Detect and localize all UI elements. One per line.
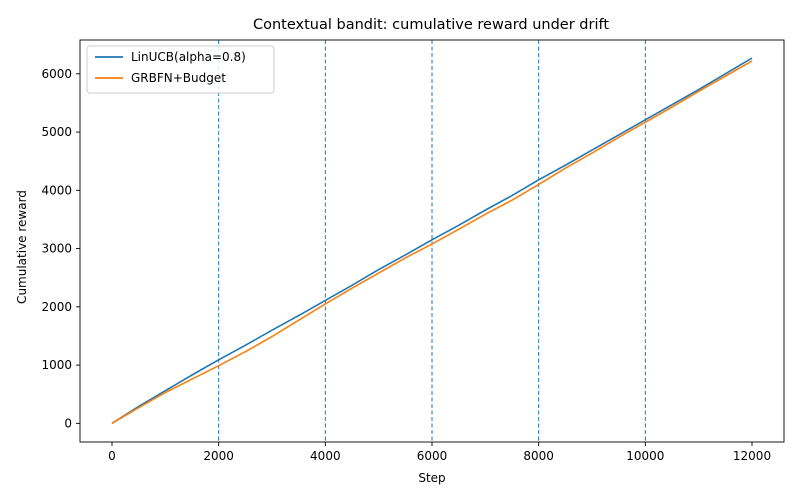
plot-area bbox=[79, 39, 785, 443]
x-tick-label: 8000 bbox=[523, 449, 554, 463]
y-tick-label: 1000 bbox=[41, 358, 72, 372]
y-axis-label: Cumulative reward bbox=[15, 190, 29, 304]
series-line-1 bbox=[111, 57, 753, 425]
y-tick-label: 6000 bbox=[41, 67, 72, 81]
legend-label-2: GRBFN+Budget bbox=[131, 71, 226, 85]
chart-title: Contextual bandit: cumulative reward und… bbox=[253, 17, 609, 33]
x-axis: 0 2000 4000 6000 8000 10000 12000 bbox=[108, 442, 771, 463]
y-axis: 0 1000 2000 3000 4000 5000 6000 bbox=[41, 67, 80, 430]
y-tick-label: 4000 bbox=[41, 183, 72, 197]
series-line-2 bbox=[111, 60, 753, 425]
x-tick-label: 4000 bbox=[310, 449, 341, 463]
x-axis-label: Step bbox=[418, 471, 445, 485]
y-tick-label: 0 bbox=[64, 416, 72, 430]
legend-label-1: LinUCB(alpha=0.8) bbox=[131, 50, 246, 64]
y-tick-label: 2000 bbox=[41, 300, 72, 314]
y-tick-label: 3000 bbox=[41, 242, 72, 256]
legend-box bbox=[86, 45, 275, 94]
x-tick-label: 2000 bbox=[203, 449, 234, 463]
x-tick-label: 6000 bbox=[417, 449, 448, 463]
x-tick-label: 12000 bbox=[733, 449, 771, 463]
y-tick-label: 5000 bbox=[41, 125, 72, 139]
x-tick-label: 10000 bbox=[626, 449, 664, 463]
x-tick-label: 0 bbox=[108, 449, 116, 463]
legend: LinUCB(alpha=0.8) GRBFN+Budget bbox=[86, 45, 275, 94]
